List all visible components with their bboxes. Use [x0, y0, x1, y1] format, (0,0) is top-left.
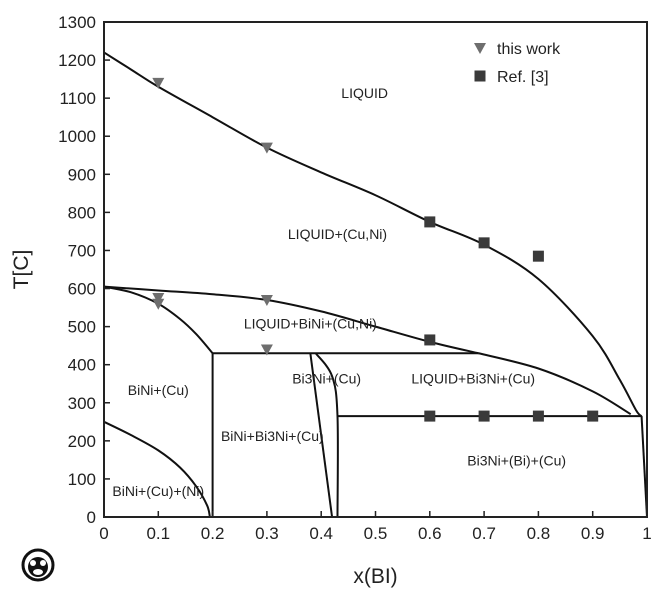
y-tick-label: 800 — [68, 203, 96, 222]
ref-data-point — [532, 250, 544, 262]
y-axis-ticks: 0 100 200 300 400 500 600 700 800 900 1000 1100 1200… — [58, 13, 110, 527]
legend-entry: this work — [497, 41, 561, 58]
boundary-lower-solvus — [103, 420, 211, 518]
region-labels: LIQUID LIQUID+(Cu,Ni) LIQUID+BiNi+(Cu,Ni) B… — [112, 85, 566, 499]
boundary-bini-solvus — [103, 285, 214, 354]
region-label: LIQUID+Bi3Ni+(Cu) — [411, 371, 535, 387]
boundary-liquidus — [103, 51, 643, 417]
y-tick-label: 400 — [68, 356, 96, 375]
x-tick-label: 0.8 — [527, 524, 551, 543]
y-tick-label: 300 — [68, 394, 96, 413]
ref-data-point — [587, 410, 599, 422]
region-label: BiNi+(Cu) — [128, 382, 189, 398]
x-tick-label: 0.7 — [472, 524, 496, 543]
y-tick-label: 0 — [87, 508, 96, 527]
y-axis-label: T[C] — [10, 250, 33, 290]
x-tick-label: 0.5 — [364, 524, 388, 543]
this-work-data-point — [260, 344, 273, 356]
y-tick-label: 900 — [68, 165, 96, 184]
x-tick-label: 0.3 — [255, 524, 279, 543]
ref-data-point — [532, 410, 544, 422]
y-tick-label: 1100 — [59, 89, 96, 108]
ref-data-point — [424, 334, 436, 346]
boundary-liquid-bi3ni-boundary — [478, 352, 632, 416]
region-label: LIQUID+BiNi+(Cu,Ni) — [244, 316, 377, 332]
legend-entry: Ref. [3] — [497, 69, 549, 86]
x-axis-label: x(BI) — [353, 565, 397, 588]
region-label: BiNi+(Cu)+(Ni) — [112, 483, 204, 499]
y-tick-label: 700 — [68, 241, 96, 260]
y-tick-label: 1300 — [58, 13, 96, 32]
y-tick-label: 1000 — [58, 127, 96, 146]
this-work-data-point — [152, 77, 165, 89]
y-tick-label: 200 — [68, 432, 96, 451]
x-tick-label: 0.4 — [309, 524, 333, 543]
x-tick-label: 0.1 — [146, 524, 170, 543]
ref-data-point — [424, 216, 436, 228]
x-tick-label: 0.6 — [418, 524, 442, 543]
legend-marker-square — [474, 70, 486, 82]
ref-data-point — [478, 410, 490, 422]
y-tick-label: 100 — [68, 470, 96, 489]
x-tick-label: 0.9 — [581, 524, 605, 543]
y-tick-label: 500 — [68, 318, 96, 337]
region-label: BiNi+Bi3Ni+(Cu) — [221, 428, 324, 444]
legend-marker-triangle-down — [474, 43, 486, 54]
data-points — [152, 77, 599, 422]
ref-data-point — [478, 237, 490, 249]
phase-boundary-lines — [103, 51, 648, 518]
y-tick-label: 600 — [68, 280, 96, 299]
legend: this work Ref. [3] — [474, 41, 561, 86]
boundary-bi3ni-boundary-right — [314, 352, 339, 518]
region-label: LIQUID+(Cu,Ni) — [288, 226, 387, 242]
x-tick-label: 0.2 — [201, 524, 225, 543]
this-work-data-point — [260, 294, 273, 306]
this-work-data-point — [260, 142, 273, 154]
x-tick-label: 0 — [99, 524, 108, 543]
x-axis-ticks: 0 0.1 0.2 0.3 0.4 0.5 0.6 0.7 0.8 0.9 1 — [99, 511, 652, 543]
this-work-data-point — [152, 293, 165, 305]
x-tick-label: 1 — [642, 524, 651, 543]
panda-logo-icon — [21, 548, 55, 582]
region-label: LIQUID — [341, 85, 388, 101]
region-label: Bi3Ni+(Bi)+(Cu) — [467, 453, 566, 469]
ref-data-point — [424, 410, 436, 422]
y-tick-label: 1200 — [58, 51, 96, 70]
region-label: Bi3Ni+(Cu) — [292, 371, 361, 387]
boundary-bi3ni-boundary-left — [309, 353, 334, 518]
this-work-data-point — [152, 298, 165, 310]
